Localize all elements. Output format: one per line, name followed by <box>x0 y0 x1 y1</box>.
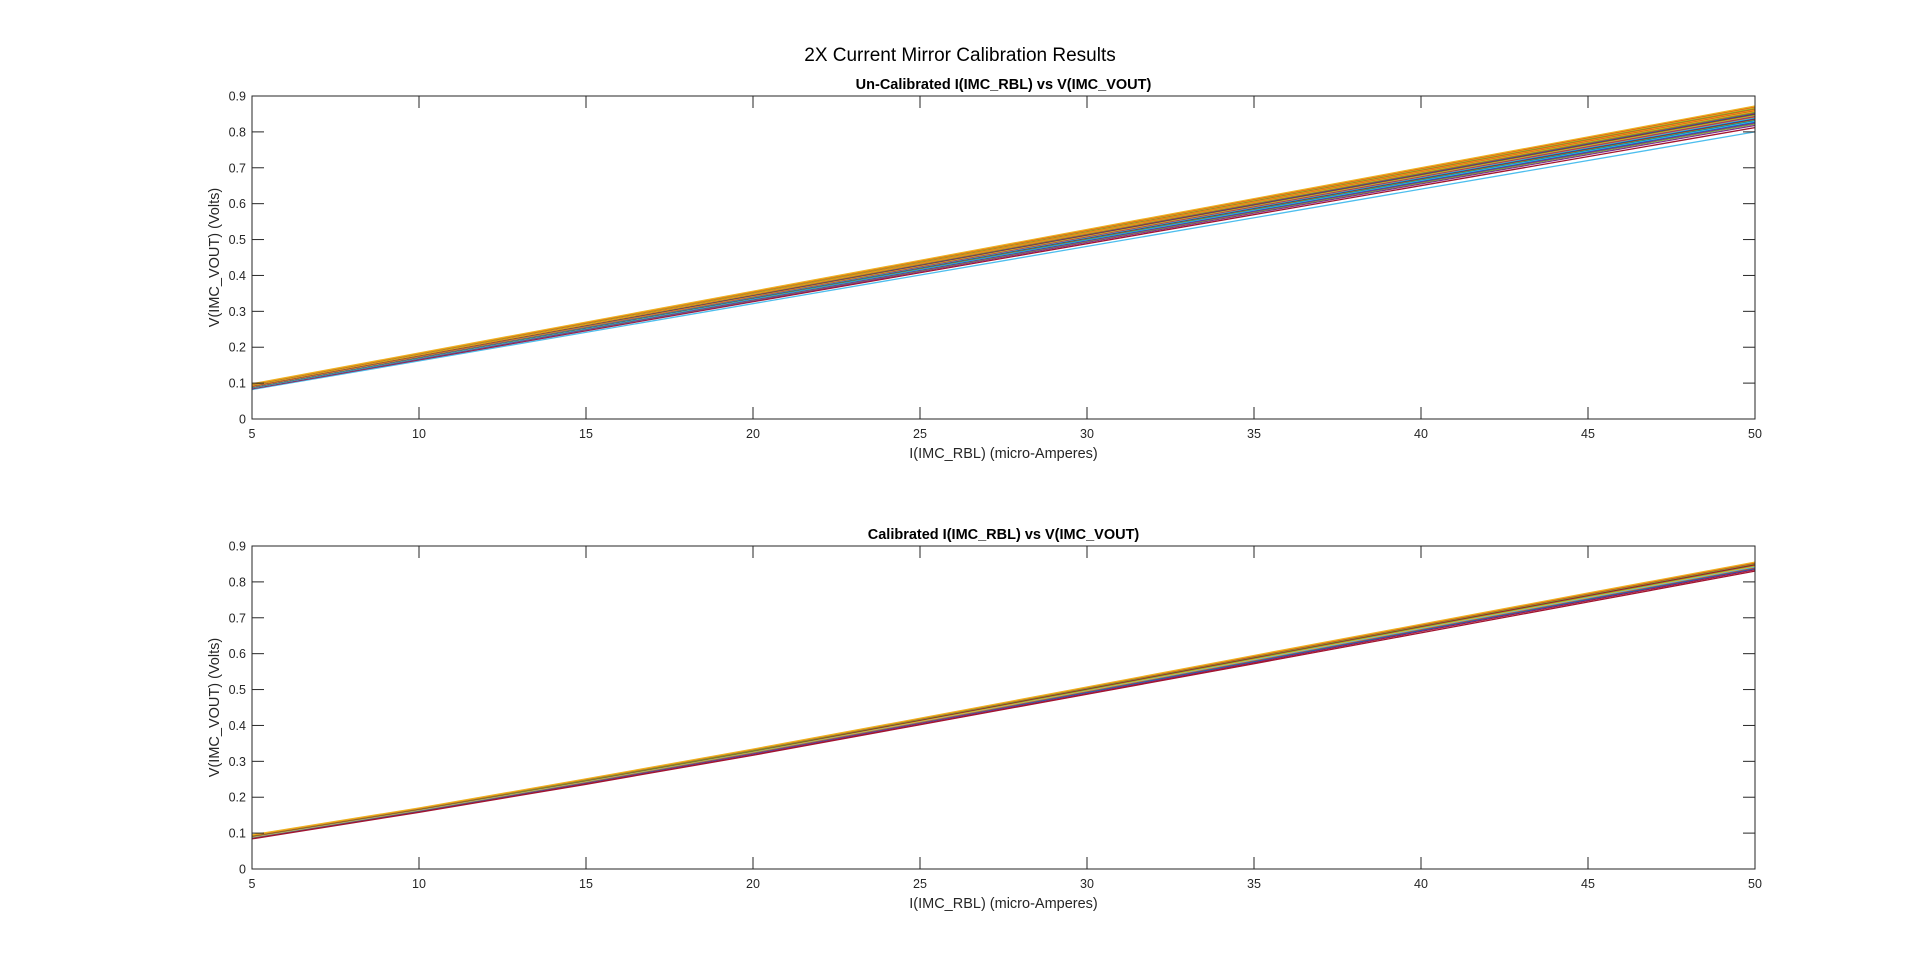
x-tick-label: 10 <box>412 427 426 441</box>
x-tick-label: 30 <box>1080 427 1094 441</box>
series-line-12 <box>252 570 1755 840</box>
x-axis-label: I(IMC_RBL) (micro-Amperes) <box>909 896 1098 912</box>
y-tick-label: 0 <box>239 863 246 877</box>
y-tick-label: 0.5 <box>229 683 246 697</box>
y-tick-label: 0.4 <box>229 719 246 733</box>
x-axis-label: I(IMC_RBL) (micro-Amperes) <box>909 446 1098 462</box>
x-tick-label: 5 <box>249 427 256 441</box>
x-tick-label: 5 <box>249 877 256 891</box>
subplot-1: 5 10 15 20 25 30 35 40 45 50 0 0.1 0.2 0.3 0.4 0.5 0.6 0.… <box>207 77 1762 462</box>
y-tick-label: 0.6 <box>229 197 246 211</box>
y-tick-label: 0.8 <box>229 575 246 589</box>
y-tick-label: 0 <box>239 413 246 427</box>
y-tick-label: 0.9 <box>229 540 246 554</box>
series-line-1 <box>252 131 1755 391</box>
y-tick-label: 0.2 <box>229 341 246 355</box>
subplot-title: Calibrated I(IMC_RBL) vs V(IMC_VOUT) <box>868 527 1140 543</box>
figure-title: 2X Current Mirror Calibration Results <box>804 45 1116 66</box>
x-tick-label: 15 <box>579 877 593 891</box>
series-group <box>252 105 1755 391</box>
y-tick-label: 0.3 <box>229 305 246 319</box>
x-tick-label: 15 <box>579 427 593 441</box>
axes-box <box>251 545 1756 870</box>
series-line-28 <box>252 105 1755 385</box>
y-tick-label: 0.2 <box>229 791 246 805</box>
x-tick-label: 30 <box>1080 877 1094 891</box>
x-tick-label: 45 <box>1581 427 1595 441</box>
y-tick-label: 0.8 <box>229 125 246 139</box>
series-group <box>252 561 1755 840</box>
y-axis-label: V(IMC_VOUT) (Volts) <box>207 638 223 777</box>
x-tick-label: 40 <box>1414 877 1428 891</box>
x-tick-label: 10 <box>412 877 426 891</box>
y-tick-label: 0.3 <box>229 755 246 769</box>
y-tick-label: 0.5 <box>229 233 246 247</box>
x-tick-label: 20 <box>746 877 760 891</box>
subplot-2: 5 10 15 20 25 30 35 40 45 50 0 0.1 0.2 0.3 0.4 0.5 0.6 0.… <box>207 527 1762 912</box>
x-tick-label: 25 <box>913 427 927 441</box>
series-line-11 <box>252 561 1755 836</box>
y-tick-label: 0.1 <box>229 377 246 391</box>
y-axis-label: V(IMC_VOUT) (Volts) <box>207 188 223 327</box>
x-tick-label: 25 <box>913 877 927 891</box>
x-tick-label: 45 <box>1581 877 1595 891</box>
y-tick-label: 0.7 <box>229 161 246 175</box>
subplot-title: Un-Calibrated I(IMC_RBL) vs V(IMC_VOUT) <box>856 77 1152 93</box>
x-tick-label: 50 <box>1748 877 1762 891</box>
x-tick-label: 35 <box>1247 877 1261 891</box>
x-tick-label: 20 <box>746 427 760 441</box>
y-tick-label: 0.6 <box>229 647 246 661</box>
y-tick-label: 0.7 <box>229 611 246 625</box>
y-tick-label: 0.9 <box>229 90 246 104</box>
y-tick-label: 0.4 <box>229 269 246 283</box>
x-tick-label: 35 <box>1247 427 1261 441</box>
axes-box <box>251 95 1756 420</box>
y-tick-label: 0.1 <box>229 827 246 841</box>
x-tick-label: 50 <box>1748 427 1762 441</box>
x-tick-label: 40 <box>1414 427 1428 441</box>
